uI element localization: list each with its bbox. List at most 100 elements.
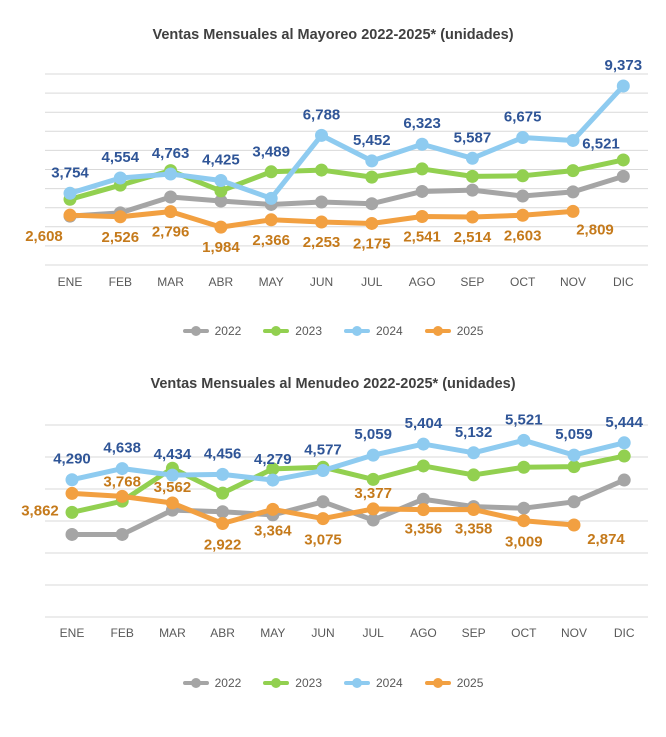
data-point — [264, 191, 278, 205]
series-2023 — [63, 153, 630, 206]
x-tick-label: JUN — [310, 275, 333, 289]
data-point — [315, 128, 328, 142]
legend-swatch — [344, 326, 370, 336]
data-point — [616, 169, 630, 183]
x-tick-label: MAY — [259, 275, 284, 289]
legend-item-2023: 2023 — [263, 324, 322, 338]
data-point — [214, 184, 228, 198]
data-label: 2,514 — [454, 229, 492, 246]
x-tick-label: AGO — [409, 275, 436, 289]
series-2025 — [63, 204, 580, 234]
data-point — [517, 460, 531, 474]
series-2024 — [65, 433, 631, 487]
chart-1: ENE FEB MAR ABR MAY JUN JUL AGO SEP OCT NOV DIC 3,75… — [25, 57, 648, 289]
data-point — [517, 514, 531, 528]
x-tick-label: OCT — [511, 626, 537, 640]
data-label: 2,874 — [587, 531, 625, 548]
data-point — [115, 489, 129, 503]
data-point — [467, 503, 481, 517]
data-label: 6,323 — [403, 115, 441, 132]
data-point — [566, 133, 580, 147]
data-point — [315, 195, 328, 209]
data-point — [266, 473, 280, 487]
data-label: 3,377 — [354, 485, 392, 502]
data-label: 5,587 — [454, 129, 492, 146]
data-point — [365, 197, 379, 211]
data-point — [415, 209, 429, 223]
legend-swatch — [263, 326, 290, 336]
data-label: 2,526 — [102, 229, 140, 246]
data-point — [214, 194, 228, 208]
data-label: 4,279 — [254, 451, 292, 468]
series-line-2024 — [67, 83, 626, 201]
data-label: 6,675 — [504, 109, 542, 126]
x-tick-label: NOV — [560, 275, 586, 289]
legend-swatch — [182, 678, 209, 688]
data-point — [616, 153, 630, 167]
data-point — [617, 449, 631, 463]
data-point — [416, 437, 430, 451]
chart-2: ENE FEB MAR ABR MAY JUN JUL AGO SEP OCT NOV DIC 4,29… — [21, 411, 648, 640]
data-label: 3,364 — [254, 522, 292, 539]
data-point — [65, 505, 79, 519]
legend-item-2022: 2022 — [182, 324, 241, 338]
data-point — [65, 527, 79, 541]
x-tick-label: NOV — [561, 626, 587, 640]
data-point — [415, 184, 429, 198]
x-tick-label: MAR — [159, 626, 186, 640]
data-point — [266, 462, 280, 476]
data-label: 6,788 — [303, 106, 341, 123]
data-point — [365, 170, 379, 184]
data-point — [214, 220, 228, 234]
data-label: 4,290 — [53, 451, 91, 468]
data-point — [465, 169, 479, 183]
data-point — [65, 486, 79, 500]
data-point — [164, 205, 178, 219]
x-tick-label: AGO — [410, 626, 437, 640]
data-label: 5,452 — [353, 132, 391, 149]
data-point — [415, 162, 429, 176]
legend-label: 2024 — [376, 676, 403, 690]
data-point — [567, 518, 581, 532]
data-point — [315, 215, 328, 229]
data-point — [516, 208, 530, 222]
data-point — [416, 492, 430, 506]
data-point — [517, 433, 531, 447]
data-point — [467, 468, 481, 482]
data-point — [567, 495, 581, 509]
data-point — [366, 448, 380, 462]
x-tick-label: JUL — [361, 275, 383, 289]
data-label: 4,763 — [152, 145, 190, 162]
data-point — [266, 502, 280, 516]
data-label: 4,554 — [102, 149, 140, 166]
data-label: 3,356 — [405, 521, 443, 538]
legend-swatch — [344, 678, 370, 688]
legend-label: 2025 — [456, 676, 484, 690]
data-point — [115, 527, 129, 541]
data-label: 5,444 — [605, 414, 643, 431]
data-label: 3,862 — [21, 502, 59, 519]
data-point — [365, 154, 379, 168]
data-point — [115, 462, 129, 476]
legend-swatch — [182, 326, 209, 336]
data-point — [315, 163, 328, 177]
data-point — [365, 216, 379, 230]
data-point — [63, 186, 77, 200]
data-label: 3,489 — [252, 143, 290, 160]
chart-2-title: Ventas Mensuales al Menudeo 2022-2025* (… — [150, 376, 516, 392]
data-point — [415, 137, 429, 151]
legend-swatch — [263, 678, 290, 688]
data-point — [517, 501, 531, 515]
data-point — [567, 448, 581, 462]
chart-1-title: Ventas Mensuales al Mayoreo 2022-2025* (… — [152, 27, 514, 43]
series-line-2022 — [69, 477, 627, 537]
legend-item-2023: 2023 — [263, 676, 322, 690]
legend-item-2022: 2022 — [182, 676, 241, 690]
x-tick-label: ENE — [58, 275, 83, 289]
data-label: 4,425 — [202, 151, 240, 168]
legend-label: 2023 — [295, 676, 322, 690]
data-point — [566, 204, 580, 218]
data-point — [216, 516, 230, 530]
legend-item-2025: 2025 — [424, 676, 484, 690]
data-point — [617, 473, 631, 487]
